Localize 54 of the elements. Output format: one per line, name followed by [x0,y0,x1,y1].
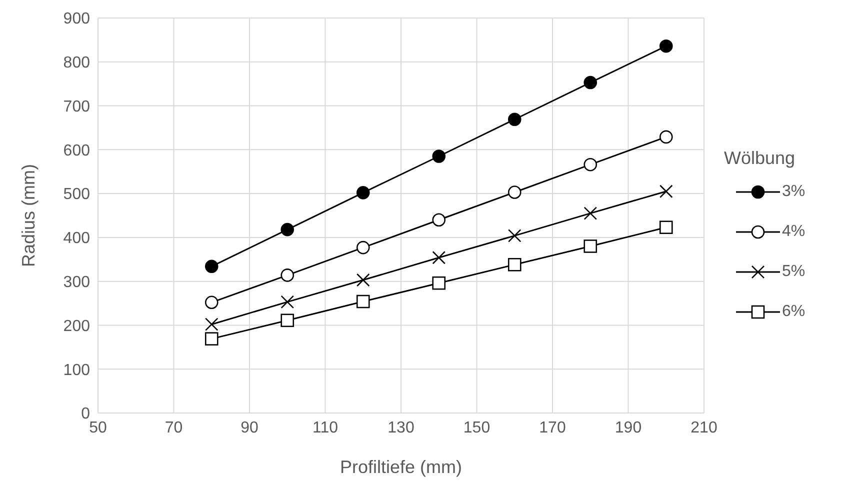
x-axis-title: Profiltiefe (mm) [340,457,462,477]
point [204,318,218,331]
point [659,130,673,144]
point [204,260,218,274]
point [584,76,598,90]
point [659,39,673,53]
point [280,314,294,328]
y-tick-label: 900 [63,10,90,28]
point [659,184,673,198]
point [432,250,446,264]
x-tick-label: 130 [388,419,414,436]
point [204,332,218,346]
legend-label: 4% [782,223,806,241]
y-tick-label: 700 [63,98,90,116]
point [659,220,673,234]
legend-label: 3% [782,183,806,201]
x-tick-label: 150 [463,419,490,436]
point [280,268,294,282]
point [584,240,598,253]
y-tick-label: 0 [81,406,90,423]
y-tick-label: 800 [63,54,90,72]
legend-title: Wölbung [724,148,796,169]
point [508,186,522,199]
point [204,296,218,310]
point [584,158,598,172]
x-tick-label: 70 [164,419,183,436]
point [432,213,446,227]
point [432,276,446,290]
point [508,258,522,272]
y-tick-label: 200 [63,318,90,335]
point [280,295,294,309]
y-tick-label: 600 [63,142,90,160]
legend-label: 5% [782,263,806,281]
x-tick-label: 110 [312,419,338,436]
x-tick-label: 210 [690,419,718,436]
x-tick-label: 90 [240,419,258,436]
y-axis-title: Radius (mm) [18,164,38,268]
point [356,273,370,287]
point [356,186,370,200]
x-tick-label: 50 [89,419,107,436]
legend-label: 6% [782,303,806,321]
point [432,150,446,163]
point [508,112,522,126]
point [356,240,370,254]
x-tick-label: 170 [539,419,566,436]
point [280,222,294,236]
y-tick-label: 100 [63,362,90,379]
point [584,206,598,220]
y-tick-label: 300 [63,274,90,292]
point [356,294,370,308]
point [508,229,522,242]
x-tick-label: 190 [614,419,642,436]
y-tick-label: 400 [63,230,90,248]
y-tick-label: 500 [63,186,90,204]
